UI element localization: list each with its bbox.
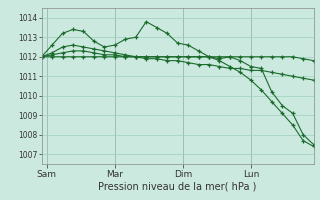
X-axis label: Pression niveau de la mer( hPa ): Pression niveau de la mer( hPa ) [99, 181, 257, 191]
